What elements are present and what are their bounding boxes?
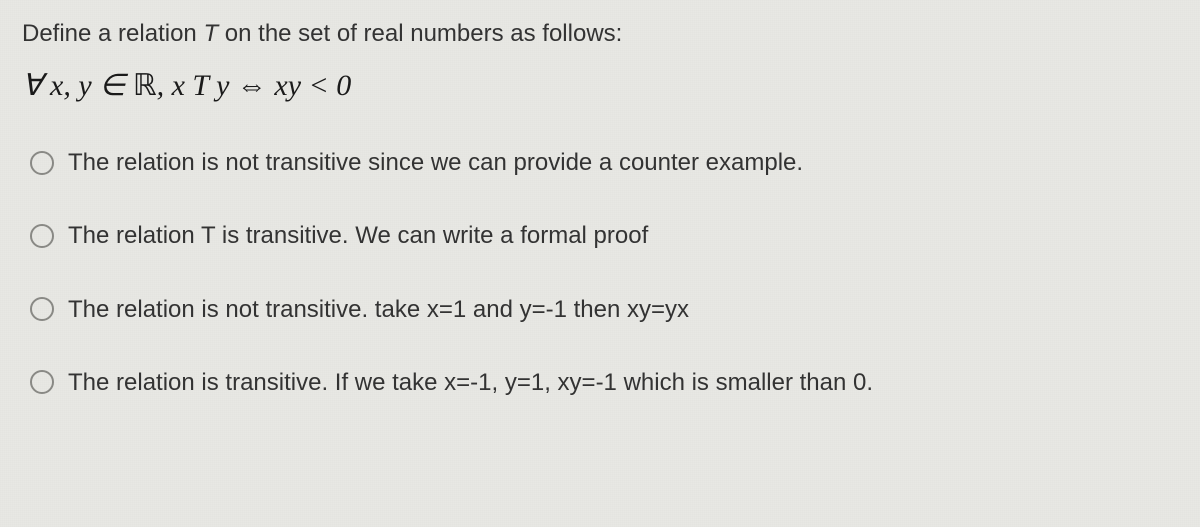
radio-icon[interactable]	[30, 224, 54, 248]
options-group: The relation is not transitive since we …	[22, 147, 1178, 398]
intro-prefix: Define a relation	[22, 20, 203, 47]
question-intro: Define a relation T on the set of real n…	[22, 18, 1178, 49]
option-1[interactable]: The relation is not transitive since we …	[30, 147, 1178, 178]
radio-icon[interactable]	[30, 297, 54, 321]
option-4-label: The relation is transitive. If we take x…	[68, 367, 873, 398]
option-3[interactable]: The relation is not transitive. take x=1…	[30, 294, 1178, 325]
option-3-label: The relation is not transitive. take x=1…	[68, 294, 689, 325]
intro-suffix: on the set of real numbers as follows:	[225, 20, 623, 47]
option-1-label: The relation is not transitive since we …	[68, 147, 803, 178]
option-2[interactable]: The relation T is transitive. We can wri…	[30, 220, 1178, 251]
option-2-label: The relation T is transitive. We can wri…	[68, 220, 648, 251]
radio-icon[interactable]	[30, 151, 54, 175]
option-4[interactable]: The relation is transitive. If we take x…	[30, 367, 1178, 398]
radio-icon[interactable]	[30, 370, 54, 394]
intro-var: T	[203, 20, 224, 47]
formula-definition: ∀ x, y ∈ ℝ, x T y ⇔ xy < 0	[22, 65, 1178, 107]
